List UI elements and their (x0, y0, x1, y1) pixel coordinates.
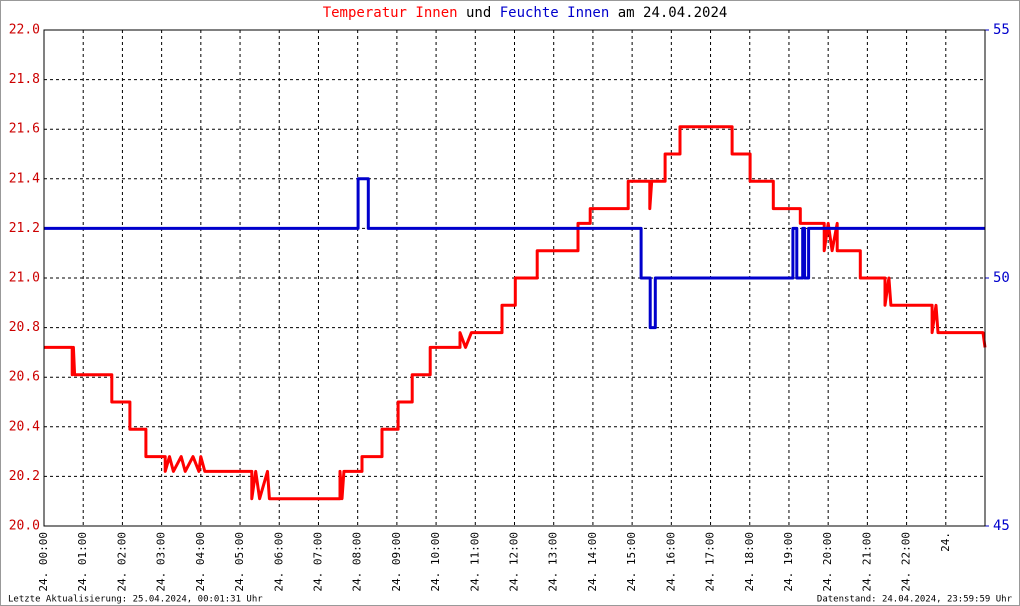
x-tick-label: 24. 05:00 (233, 532, 246, 592)
y-tick-label: 20.4 (9, 419, 40, 434)
x-tick-label: 24. 18:00 (743, 532, 756, 592)
x-tick-label: 24. 04:00 (194, 532, 207, 592)
x-tick-label: 24. 15:00 (625, 532, 638, 592)
x-tick-label: 24. 16:00 (664, 532, 677, 592)
x-tick-label: 24. 10:00 (429, 532, 442, 592)
y-tick-label: 20.2 (9, 469, 40, 484)
y-tick-label: 20.8 (9, 320, 40, 335)
footer-left: Letzte Aktualisierung: 25.04.2024, 00:01… (8, 595, 263, 605)
x-tick-label: 24. 02:00 (115, 532, 128, 592)
title-suffix: am 24.04.2024 (618, 5, 728, 21)
y-tick-label: 20.6 (9, 370, 40, 385)
x-tick-label: 24. 06:00 (272, 532, 285, 592)
x-tick-label: 24. 12:00 (508, 532, 521, 592)
y2-tick-label: 45 (993, 518, 1010, 534)
x-tick-label: 24. 20:00 (821, 532, 834, 592)
x-tick-label: 24. (939, 532, 952, 552)
y-tick-label: 20.0 (9, 519, 40, 534)
y-tick-label: 21.2 (9, 221, 40, 236)
x-tick-label: 24. 07:00 (311, 532, 324, 592)
x-tick-label: 24. 09:00 (390, 532, 403, 592)
y2-tick-label: 55 (993, 22, 1010, 38)
x-tick-label: 24. 17:00 (704, 532, 717, 592)
x-tick-label: 24. 01:00 (76, 532, 89, 592)
y-tick-label: 21.6 (9, 122, 40, 137)
y-tick-label: 21.8 (9, 72, 40, 87)
y-tick-label: 21.4 (9, 171, 40, 186)
footer-right: Datenstand: 24.04.2024, 23:59:59 Uhr (817, 595, 1013, 605)
x-tick-label: 24. 19:00 (782, 532, 795, 592)
x-tick-label: 24. 14:00 (586, 532, 599, 592)
y-tick-label: 22.0 (9, 23, 40, 38)
title-series-2: Feuchte Innen (500, 5, 610, 21)
x-tick-label: 24. 11:00 (468, 532, 481, 592)
chart-title: Temperatur Innen und Feuchte Innen am 24… (323, 5, 728, 21)
x-tick-label: 24. 22:00 (900, 532, 913, 592)
title-series-1: Temperatur Innen (323, 5, 458, 21)
series-line (44, 177, 985, 330)
plot-border (43, 29, 986, 527)
x-tick-label: 24. 13:00 (547, 532, 560, 592)
y2-tick-label: 50 (993, 270, 1010, 286)
title-connector: und (466, 5, 491, 21)
y-tick-label: 21.0 (9, 271, 40, 286)
x-tick-label: 24. 03:00 (155, 532, 168, 592)
x-tick-label: 24. 21:00 (860, 532, 873, 592)
x-tick-label: 24. 00:00 (37, 532, 50, 592)
x-tick-label: 24. 08:00 (351, 532, 364, 592)
